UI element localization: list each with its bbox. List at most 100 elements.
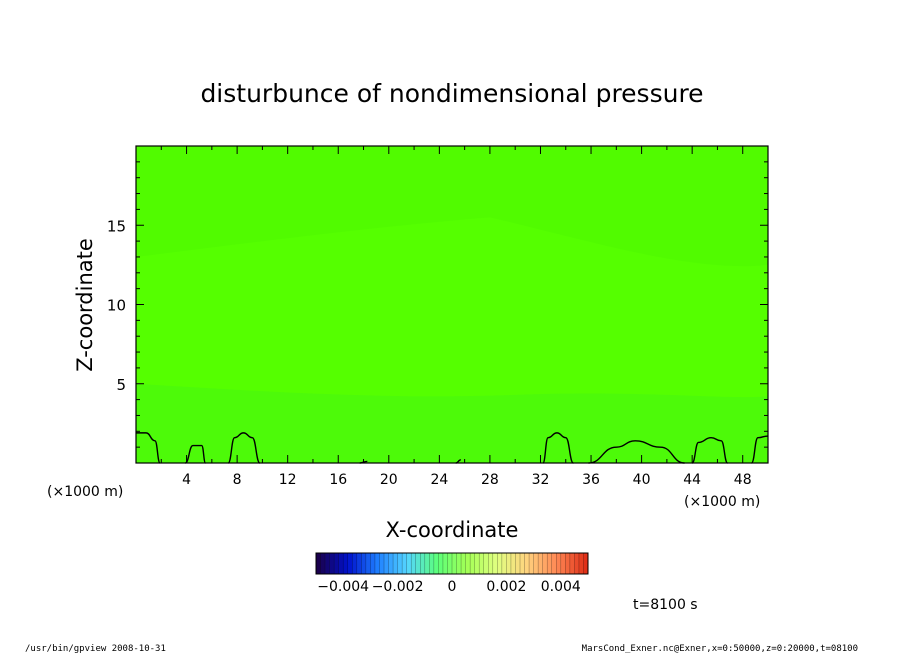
colorbar-cell [470,553,475,574]
colorbar-frame [315,552,589,575]
x-tick-label: 4 [182,472,191,488]
colorbar-tick-label: 0.002 [486,579,526,595]
colorbar-cell [343,553,349,574]
colorbar-cell [338,553,344,574]
colorbar-cell [461,553,466,574]
colorbar-cell [415,553,421,574]
colorbar-cell [538,553,543,574]
colorbar-cell [506,553,512,574]
colorbar-cell [474,553,480,574]
y-tick-labels: 5 10 15 [107,217,126,394]
x-tick-label: 48 [734,472,752,488]
x-tick-label: 12 [279,472,297,488]
y-tick-label: 10 [107,297,126,315]
x-tick-label: 8 [233,472,242,488]
colorbar-cell [488,553,494,574]
colorbar-cell [402,553,407,574]
contour-line [542,432,575,464]
x-tick-label: 36 [582,472,600,488]
x-tick-label: 24 [430,472,448,488]
colorbar-cell [501,553,507,574]
colorbar-tick-label: 0.004 [541,579,581,595]
colorbar-cell [583,553,589,574]
colorbar-cells [315,553,589,574]
colorbar-cell [492,553,498,574]
colorbar-cell [384,553,389,574]
colorbar-cell [569,553,575,574]
colorbar-cell [361,553,367,574]
y-tick-label: 5 [116,376,126,394]
colorbar-cell [442,553,448,574]
colorbar-cell [397,553,403,574]
field-band-upper [136,146,768,267]
colorbar-cell [529,553,534,574]
colorbar-cell [578,553,584,574]
contour-line [227,432,261,464]
contour-line [588,440,685,464]
colorbar-cell [370,553,376,574]
x-tick-label: 28 [481,472,499,488]
colorbar-cell [560,553,566,574]
x-tick-label: 44 [683,472,701,488]
colorbar-cell [438,553,444,574]
colorbar-cell [347,553,353,574]
colorbar-cell [547,553,553,574]
x-tick-label: 20 [380,472,398,488]
colorbar-cell [565,553,571,574]
plot-area [135,145,769,464]
colorbar-cell [574,553,580,574]
colorbar-cell [533,553,539,574]
colorbar-cell [393,553,398,574]
footer-left: /usr/bin/gpview 2008-10-31 [25,644,166,654]
colorbar-cell [411,553,417,574]
colorbar-tick-label: −0.002 [372,579,424,595]
x-units-right: (×1000 m) [684,494,760,510]
colorbar-cell [542,553,548,574]
contour-line [135,432,161,464]
chart-title: disturbunce of nondimensional pressure [200,79,703,108]
colorbar-cell [551,553,557,574]
y-tick-label: 15 [107,217,126,235]
x-tick-labels: 4 8 12 16 20 24 28 32 36 40 44 48 [182,472,752,488]
x-tick-label: 16 [329,472,347,488]
colorbar-cell [356,553,362,574]
colorbar-cell [433,553,439,574]
colorbar-cell [388,553,394,574]
tick-marks [136,146,769,463]
colorbar: −0.004 −0.002 0 0.002 0.004 [315,552,589,595]
colorbar-cell [456,553,462,574]
colorbar-cell [352,553,358,574]
colorbar-cell [316,553,321,574]
colorbar-cell [447,553,453,574]
colorbar-cell [479,553,485,574]
y-axis-label: Z-coordinate [73,238,97,372]
colorbar-cell [379,553,385,574]
colorbar-cell [406,553,412,574]
colorbar-cell [374,553,380,574]
colorbar-cell [420,553,426,574]
colorbar-tick-labels: −0.004 −0.002 0 0.002 0.004 [317,579,581,595]
x-axis-label: X-coordinate [386,518,519,542]
colorbar-cell [452,553,457,574]
colorbar-cell [520,553,525,574]
colorbar-cell [424,553,430,574]
colorbar-cell [524,553,530,574]
colorbar-cell [429,553,435,574]
contour-line [691,436,729,464]
colorbar-cell [320,553,326,574]
colorbar-cell [325,553,330,574]
x-units-left: (×1000 m) [47,484,123,500]
colorbar-tick-label: −0.004 [317,579,369,595]
colorbar-cell [334,553,339,574]
field-texture [136,146,768,463]
contour-group [135,432,769,464]
colorbar-cell [497,553,503,574]
contour-line [184,444,207,464]
colorbar-cell [329,553,335,574]
x-tick-label: 40 [633,472,651,488]
time-annotation: t=8100 s [633,597,698,613]
colorbar-tick-label: 0 [448,579,457,595]
footer-right: MarsCond_Exner.nc@Exner,x=0:50000,z=0:20… [582,644,858,654]
colorbar-cell [483,553,489,574]
field-band-lower [136,383,768,463]
